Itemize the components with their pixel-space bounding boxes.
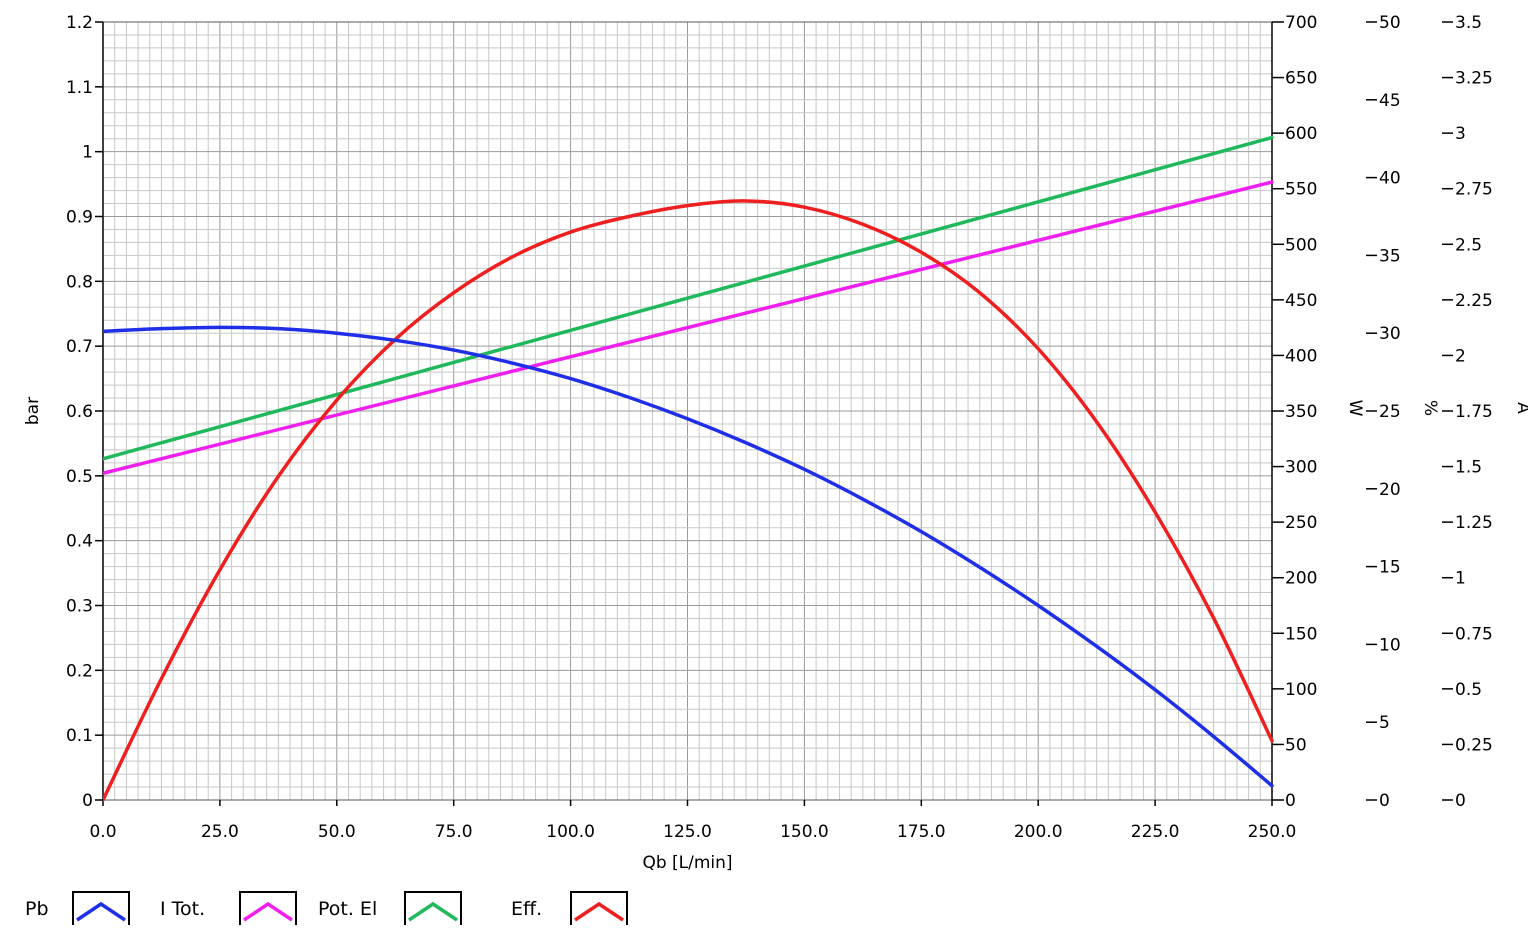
y-tick-label-pct: 30 (1379, 324, 1401, 344)
y-tick-label-pct: 5 (1379, 713, 1390, 733)
y-tick-label-a: 3.5 (1455, 13, 1482, 33)
y-tick-label-bar: 1.2 (66, 13, 93, 33)
y-axis-title-bar: bar (23, 397, 43, 425)
y-tick-label-pct: 50 (1379, 13, 1401, 33)
y-tick-label-w: 350 (1285, 402, 1317, 422)
series-line-eff (103, 199, 1274, 802)
y-tick-label-w: 500 (1285, 235, 1317, 255)
y-tick-label-a: 2.5 (1455, 235, 1482, 255)
legend-swatch (570, 891, 628, 925)
y-tick-label-a: 1.5 (1455, 458, 1482, 478)
y-tick-label-w: 150 (1285, 624, 1317, 644)
y-tick-label-pct: 20 (1379, 480, 1401, 500)
x-tick-label: 250.0 (1248, 822, 1297, 842)
series-layer (103, 135, 1274, 802)
legend-label: I Tot. (160, 898, 206, 920)
x-tick-label: 200.0 (1014, 822, 1063, 842)
y-tick-label-bar: 0.6 (66, 402, 93, 422)
x-axis-title: Qb [L/min] (642, 853, 732, 873)
y-tick-label-bar: 0.5 (66, 467, 93, 487)
x-tick-label: 150.0 (780, 822, 829, 842)
y-tick-label-w: 450 (1285, 291, 1317, 311)
y-tick-label-a: 3 (1455, 124, 1466, 144)
y-tick-label-pct: 25 (1379, 402, 1401, 422)
y-tick-label-bar: 0.7 (66, 337, 93, 357)
legend-line (574, 901, 624, 922)
chart: 0.0 25.0 50.0 75.0 100.0 125.0 150.0 175.0 200.0… (23, 13, 1528, 873)
y-tick-label-w: 650 (1285, 69, 1317, 89)
y-tick-label-w: 600 (1285, 124, 1317, 144)
legend-label: Pb (25, 898, 49, 920)
y-tick-label-w: 100 (1285, 680, 1317, 700)
y-tick-label-w: 700 (1285, 13, 1317, 33)
y-tick-label-a: 0.5 (1455, 680, 1482, 700)
legend-swatch (404, 891, 462, 925)
y-tick-label-w: 50 (1285, 735, 1307, 755)
y-tick-label-a: 0.75 (1455, 624, 1493, 644)
y-axis-title-a: A (1513, 402, 1528, 414)
y-tick-label-pct: 40 (1379, 169, 1401, 189)
y-tick-label-w: 550 (1285, 180, 1317, 200)
x-tick-label: 175.0 (897, 822, 946, 842)
y-tick-label-bar: 0.4 (66, 532, 93, 552)
y-tick-label-a: 2.75 (1455, 180, 1493, 200)
y-tick-label-bar: 1.1 (66, 78, 93, 98)
series-line-i-tot (103, 180, 1274, 475)
legend-line (76, 901, 126, 922)
y-tick-label-bar: 0 (82, 791, 93, 811)
y-tick-label-pct: 0 (1379, 791, 1390, 811)
y-tick-label-w: 0 (1285, 791, 1296, 811)
series-line-pb (103, 325, 1274, 788)
y-tick-label-a: 0.25 (1455, 735, 1493, 755)
x-tick-label: 100.0 (546, 822, 595, 842)
y-tick-label-pct: 35 (1379, 246, 1401, 266)
y-tick-label-bar: 0.8 (66, 272, 93, 292)
y-tick-label-pct: 15 (1379, 558, 1401, 578)
series-line-pot-el (103, 135, 1274, 461)
y-tick-label-w: 200 (1285, 569, 1317, 589)
legend: Pb I Tot. Pot. El Eff. (0, 888, 700, 928)
legend-line (243, 901, 293, 922)
legend-swatch (239, 891, 297, 925)
y-tick-label-bar: 0.2 (66, 661, 93, 681)
y-tick-label-w: 250 (1285, 513, 1317, 533)
x-tick-label: 75.0 (435, 822, 473, 842)
x-tick-label: 125.0 (663, 822, 712, 842)
y-tick-label-a: 2.25 (1455, 291, 1493, 311)
y-tick-label-pct: 45 (1379, 91, 1401, 111)
y-tick-label-bar: 0.3 (66, 597, 93, 617)
legend-line (408, 901, 458, 922)
x-tick-label: 0.0 (89, 822, 116, 842)
y-tick-label-w: 300 (1285, 458, 1317, 478)
y-tick-label-pct: 10 (1379, 635, 1401, 655)
x-tick-label: 25.0 (201, 822, 239, 842)
x-tick-label: 50.0 (318, 822, 356, 842)
y-tick-label-a: 0 (1455, 791, 1466, 811)
y-tick-label-a: 1.25 (1455, 513, 1493, 533)
y-tick-label-w: 400 (1285, 346, 1317, 366)
y-tick-label-a: 1 (1455, 569, 1466, 589)
x-tick-label: 225.0 (1131, 822, 1180, 842)
y-tick-label-bar: 1 (82, 143, 93, 163)
y-tick-label-a: 3.25 (1455, 69, 1493, 89)
y-tick-label-a: 2 (1455, 346, 1466, 366)
plot-grid (102, 21, 1273, 801)
y-tick-label-a: 1.75 (1455, 402, 1493, 422)
legend-swatch (72, 891, 130, 925)
y-tick-label-bar: 0.9 (66, 208, 93, 228)
y-axis-title-w: W (1345, 400, 1365, 417)
y-axis-title-pct: % (1420, 400, 1440, 416)
y-tick-label-bar: 0.1 (66, 726, 93, 746)
legend-label: Pot. El (318, 898, 378, 920)
axes: 0.0 25.0 50.0 75.0 100.0 125.0 150.0 175.0 200.0… (23, 13, 1528, 842)
legend-label: Eff. (511, 898, 543, 920)
